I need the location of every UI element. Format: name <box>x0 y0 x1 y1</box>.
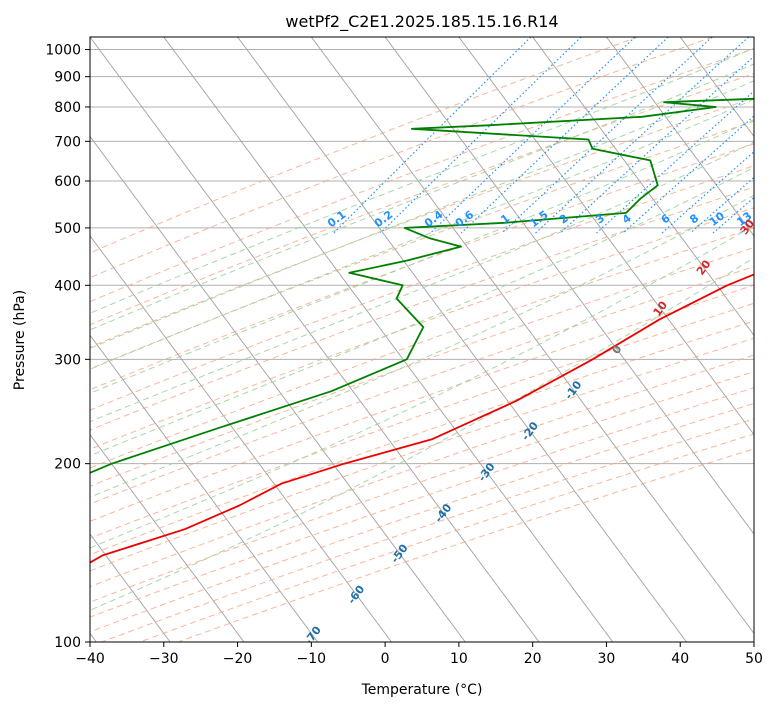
y-tick-label: 100 <box>54 635 81 651</box>
dry-adiabat-line <box>90 97 754 348</box>
isotherm-line <box>90 235 392 642</box>
x-tick-label: 20 <box>524 651 542 667</box>
isotherm-line <box>90 533 171 642</box>
axes: −40 −30 −20 −10 0 10 20 30 40 50 100 200 300 400 500 60… <box>45 43 763 667</box>
dry-adiabat-line <box>90 37 713 279</box>
isotherm-line <box>532 37 754 336</box>
x-axis-label: Temperature (°C) <box>361 682 483 698</box>
mixing-ratio-line <box>379 37 582 234</box>
moist-adiabat-line <box>90 224 754 549</box>
mixing-ratio-line <box>333 37 532 234</box>
x-tick-label: 40 <box>671 651 689 667</box>
y-axis-label: Pressure (hPa) <box>12 290 28 390</box>
isotherm-line <box>90 37 540 642</box>
background-lines <box>90 37 754 642</box>
isotherm-line <box>458 37 754 436</box>
y-tick-label: 500 <box>54 221 81 237</box>
dry-adiabat-line <box>90 37 639 254</box>
x-tick-label: 10 <box>450 651 468 667</box>
dry-adiabat-line <box>90 48 754 303</box>
moist-adiabat-line <box>90 63 754 331</box>
dry-adiabat-line <box>90 387 754 618</box>
x-tick-label: −20 <box>223 651 253 667</box>
y-tick-label: 300 <box>54 352 81 368</box>
y-tick-label: 1000 <box>45 43 81 59</box>
y-tick-label: 800 <box>54 100 81 116</box>
isotherm-line <box>90 334 319 642</box>
dry-adiabat-line <box>90 284 754 522</box>
y-tick-label: 400 <box>54 278 81 294</box>
y-tick-label: 200 <box>54 457 81 473</box>
chart-title: wetPf2_C2E1.2025.185.15.16.R14 <box>285 12 558 32</box>
x-tick-label: −10 <box>297 651 327 667</box>
mixing-ratio-line <box>622 115 754 234</box>
x-tick-label: 50 <box>745 651 763 667</box>
moist-adiabat-line <box>90 80 754 349</box>
temperature-profile-line <box>90 273 754 564</box>
mixing-ratio-line <box>460 37 669 234</box>
y-tick-label: 600 <box>54 174 81 190</box>
isotherm-line <box>384 37 754 535</box>
isotherm-line <box>606 37 754 237</box>
isotherm-line <box>90 135 466 642</box>
dry-adiabat-line <box>90 165 754 411</box>
y-tick-label: 900 <box>54 70 81 86</box>
x-tick-label: 30 <box>598 651 616 667</box>
mixing-ratio-line <box>559 55 754 234</box>
x-tick-label: −30 <box>149 651 179 667</box>
x-tick-label: −40 <box>75 651 105 667</box>
moist-adiabat-line <box>90 47 754 314</box>
y-tick-label: 700 <box>54 134 81 150</box>
dry-adiabat-line <box>90 73 754 326</box>
moist-adiabat-line <box>90 166 754 457</box>
dry-adiabat-line <box>90 186 754 431</box>
dry-adiabat-line <box>90 227 754 469</box>
isotherm-line <box>163 37 614 642</box>
plot-frame <box>89 36 755 643</box>
dry-adiabat-line <box>90 337 754 572</box>
dry-adiabat-line <box>90 371 754 603</box>
isotherm-line <box>237 37 687 642</box>
x-tick-label: 0 <box>381 651 390 667</box>
